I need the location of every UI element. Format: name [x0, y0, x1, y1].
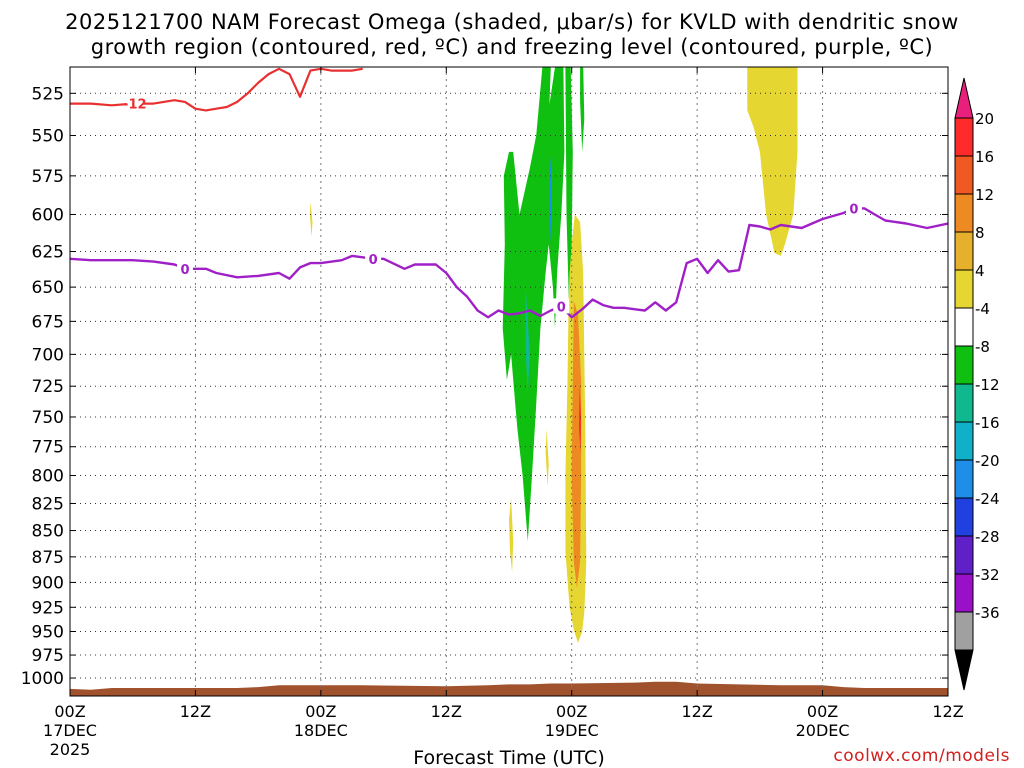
site-credit: coolwx.com/models: [833, 746, 1010, 766]
y-tick-label: 800: [32, 467, 64, 487]
colorbar-swatch: [954, 193, 974, 233]
y-tick-label: 875: [32, 548, 64, 568]
y-tick-label: 650: [32, 278, 64, 298]
chart-title-line1: 2025121700 NAM Forecast Omega (shaded, μ…: [65, 10, 959, 34]
y-tick-label: 750: [32, 408, 64, 428]
colorbar-swatch: [954, 269, 974, 309]
y-tick-label: 900: [32, 573, 64, 593]
y-tick-label: 850: [32, 522, 64, 542]
omega-region-yellow-upper-right: [747, 67, 798, 256]
colorbar-swatch: [954, 421, 974, 461]
freezing-level-label: 0: [557, 300, 566, 315]
colorbar-label: 20: [975, 110, 994, 128]
x-tick-date-label: 19DEC: [545, 721, 599, 740]
terrain-fill: [70, 681, 948, 696]
y-tick-label: 600: [32, 205, 64, 225]
freezing-level-label-bg: [365, 250, 382, 266]
x-tick-label: 12Z: [932, 702, 963, 721]
freezing-level-label: 0: [369, 253, 378, 268]
y-tick-label: 675: [32, 312, 64, 332]
colorbar-label: -20: [975, 452, 1000, 470]
x-tick-label: 12Z: [681, 702, 712, 721]
dgz-contour-label: -12: [123, 98, 147, 113]
colorbar-swatch: [954, 155, 974, 195]
y-tick-label: 775: [32, 438, 64, 458]
colorbar-swatch: [954, 231, 974, 271]
chart-title-line2: growth region (contoured, red, ºC) and f…: [90, 35, 934, 59]
omega-region-yellow-small-top: [309, 202, 313, 237]
x-tick-label: 00Z: [556, 702, 587, 721]
colorbar-label: -8: [975, 338, 990, 356]
colorbar-label: -32: [975, 566, 1000, 584]
y-tick-label: 825: [32, 494, 64, 514]
y-tick-label: 975: [32, 646, 64, 666]
y-tick-label: 950: [32, 622, 64, 642]
colorbar-label: 12: [975, 186, 994, 204]
omega-region-yellow-mid-sliver: [545, 429, 549, 487]
colorbar-swatch: [954, 117, 974, 157]
freezing-level-label: 0: [849, 202, 858, 217]
x-tick-date-label: 17DEC: [43, 721, 97, 740]
colorbar-swatch: [954, 459, 974, 499]
colorbar-label: -36: [975, 604, 1000, 622]
colorbar-swatch: [954, 307, 974, 347]
colorbar-swatch: [954, 535, 974, 575]
y-tick-label: 725: [32, 377, 64, 397]
x-tick-date-label: 18DEC: [294, 721, 348, 740]
y-tick-label: 525: [32, 84, 64, 104]
colorbar-label: -12: [975, 376, 1000, 394]
y-tick-label: 575: [32, 167, 64, 187]
colorbar-swatch: [954, 497, 974, 537]
x-tick-year-label: 2025: [50, 740, 91, 759]
colorbar-top-arrow: [954, 77, 974, 119]
x-axis-title: Forecast Time (UTC): [413, 747, 604, 768]
omega-region-blue-sliver: [549, 151, 552, 245]
colorbar-swatch: [954, 383, 974, 423]
freezing-level-line: [70, 207, 948, 319]
omega-region-green-thin-strip: [580, 67, 585, 152]
colorbar-swatch: [954, 611, 974, 651]
colorbar-label: 4: [975, 262, 985, 280]
omega-region-orange-core: [571, 301, 582, 588]
colorbar-label: -4: [975, 300, 990, 318]
x-tick-label: 00Z: [54, 702, 85, 721]
dgz-contour-label-bg: [126, 95, 143, 111]
y-tick-label: 625: [32, 243, 64, 263]
y-tick-label: 700: [32, 345, 64, 365]
x-tick-date-label: 20DEC: [796, 721, 850, 740]
omega-region-green-teal-spot: [525, 287, 530, 393]
colorbar-swatch: [954, 345, 974, 385]
y-tick-label: 925: [32, 598, 64, 618]
colorbar-label: 16: [975, 148, 994, 166]
dgz-contour-line: [70, 67, 363, 112]
y-tick-label: 1000: [21, 669, 64, 689]
x-tick-label: 12Z: [180, 702, 211, 721]
y-tick-label: 550: [32, 127, 64, 147]
freezing-level-label-bg: [553, 298, 570, 314]
x-tick-label: 00Z: [305, 702, 336, 721]
omega-region-green-upper-band: [502, 67, 565, 542]
x-tick-label: 00Z: [807, 702, 838, 721]
omega-region-red-core: [579, 386, 582, 453]
colorbar-label: -24: [975, 490, 1000, 508]
omega-region-yellow-left-lobe: [509, 497, 514, 573]
freezing-level-label-bg: [845, 200, 862, 216]
colorbar-label: 8: [975, 224, 985, 242]
colorbar-label: -16: [975, 414, 1000, 432]
freezing-level-label-bg: [176, 260, 193, 276]
x-tick-label: 12Z: [431, 702, 462, 721]
colorbar-swatch: [954, 573, 974, 613]
colorbar-bottom-arrow: [954, 649, 974, 691]
colorbar-label: -28: [975, 528, 1000, 546]
plot-frame: [69, 66, 949, 697]
freezing-level-label: 0: [180, 263, 189, 278]
